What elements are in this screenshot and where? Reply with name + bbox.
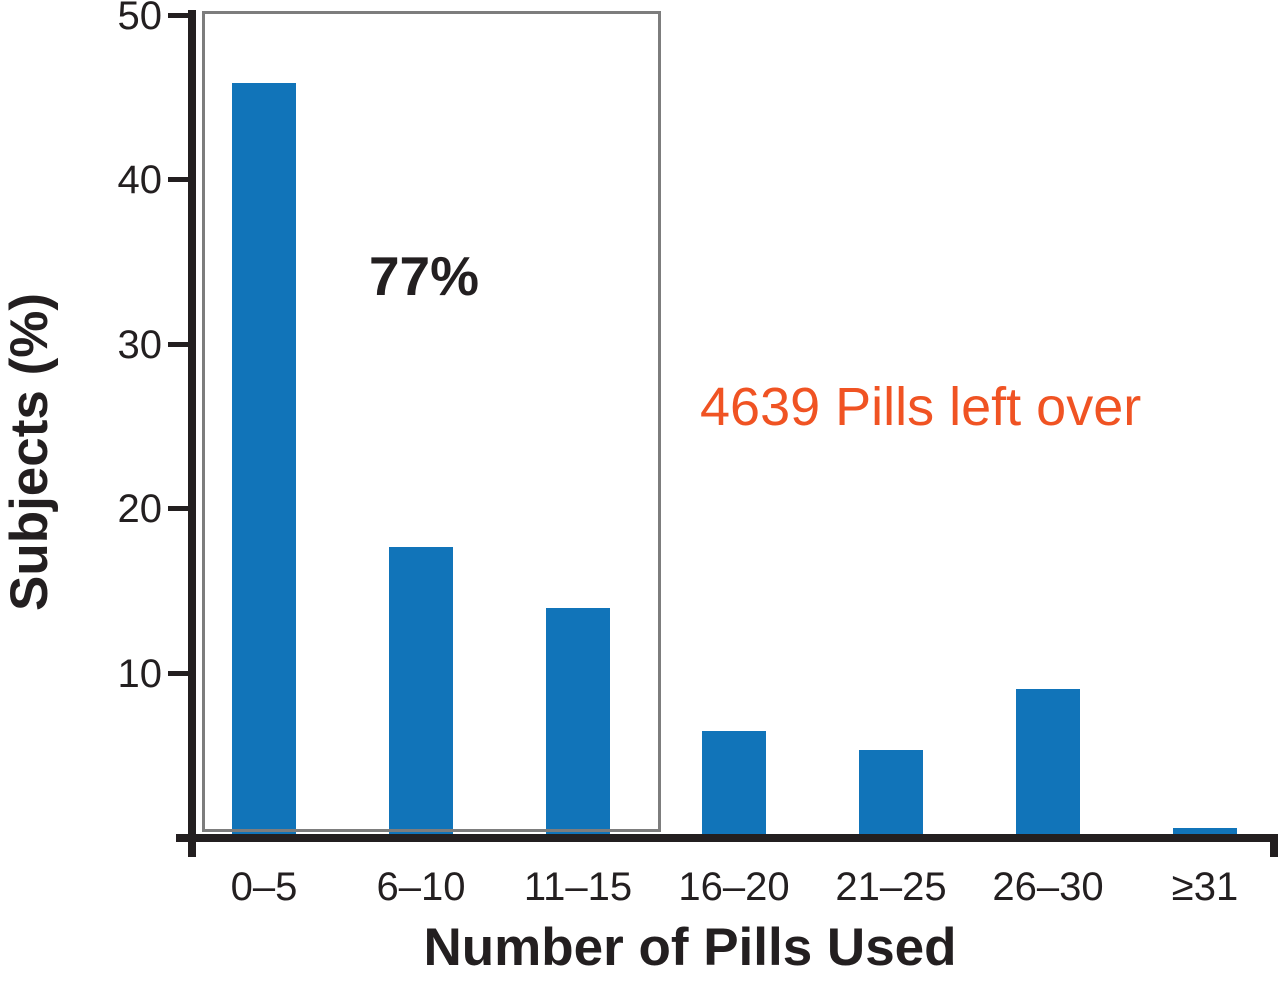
y-tick-label-40: 40 [117,158,163,202]
bar-5 [1016,689,1080,840]
highlight-box [202,11,661,832]
x-axis-end-tick [1270,838,1278,857]
bar-3 [702,731,766,840]
y-tick-label-50: 50 [117,0,163,38]
y-tick-mark-10 [168,671,188,676]
y-tick-label-10: 10 [117,652,163,696]
bar-0 [232,83,296,840]
y-axis-line [188,10,196,857]
x-axis-line [176,834,1278,842]
y-axis-title: Subjects (%) [0,292,59,612]
x-tick-label-2: 11–15 [523,865,633,909]
x-axis-title: Number of Pills Used [423,918,957,977]
x-tick-label-3: 16–20 [678,865,790,909]
y-tick-label-30: 30 [117,323,163,367]
x-tick-label-4: 21–25 [835,865,947,909]
x-tick-label-1: 6–10 [376,865,466,909]
bar-2 [546,608,610,840]
bar-4 [859,750,923,840]
bar-1 [389,547,453,840]
y-tick-mark-30 [168,342,188,347]
y-tick-mark-20 [168,506,188,511]
pills-left-over-annotation: 4639 Pills left over [700,377,1142,437]
y-tick-mark-40 [168,177,188,182]
x-tick-label-0: 0–5 [230,865,298,909]
percent-annotation: 77% [368,245,480,307]
y-tick-label-20: 20 [117,487,163,531]
x-tick-label-5: 26–30 [992,865,1104,909]
y-tick-mark-50 [168,13,188,18]
x-tick-label-6: ≥31 [1171,865,1239,909]
